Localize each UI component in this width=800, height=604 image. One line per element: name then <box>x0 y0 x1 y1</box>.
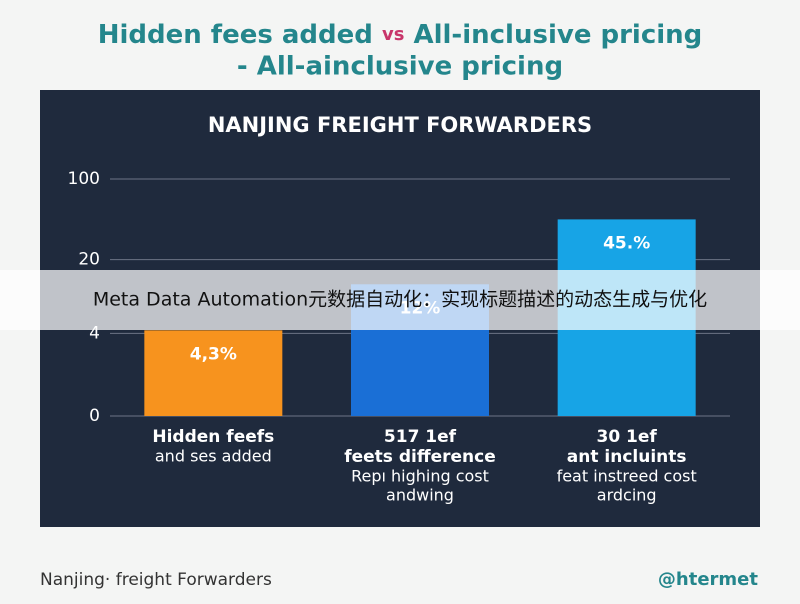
x-sublabel: feat instreed cost <box>557 467 697 486</box>
handle: @htermet <box>658 569 758 590</box>
x-sublabel: andwing <box>386 486 454 505</box>
x-sublabel: ardcing <box>597 486 657 505</box>
x-tick-label: 517 1ef <box>384 427 457 447</box>
bar <box>144 330 283 416</box>
y-tick-label: 100 <box>68 169 100 189</box>
value-label: 45.% <box>603 233 650 253</box>
x-tick-label: ant incluints <box>567 447 687 467</box>
title-part: All-inclusive pricing <box>413 20 702 50</box>
x-sublabel: and ses added <box>155 447 272 466</box>
y-tick-label: 4 <box>89 323 100 343</box>
overlay-text: Meta Data Automation元数据自动化：实现标题描述的动态生成与优… <box>93 289 707 311</box>
y-tick-label: 20 <box>78 250 100 270</box>
value-label: 4,3% <box>190 344 237 364</box>
chart-title: Hidden fees added vs All-inclusive prici… <box>98 20 703 50</box>
y-tick-label: 0 <box>89 406 100 426</box>
x-tick-label: feets difference <box>344 447 496 467</box>
title-part: vs <box>382 24 404 45</box>
overlay-band <box>0 270 800 330</box>
chart-subtitle: - All-ainclusive pricing <box>237 52 563 82</box>
footer: Nanjing· freight Forwarders <box>40 570 272 590</box>
x-tick-label: 30 1ef <box>596 427 657 447</box>
x-tick-label: Hidden feefs <box>152 427 274 447</box>
title-part: Hidden fees added <box>98 20 373 50</box>
x-sublabel: Repı highing cost <box>351 467 489 486</box>
panel-title: NANJING FREIGHT FORWARDERS <box>208 113 592 137</box>
